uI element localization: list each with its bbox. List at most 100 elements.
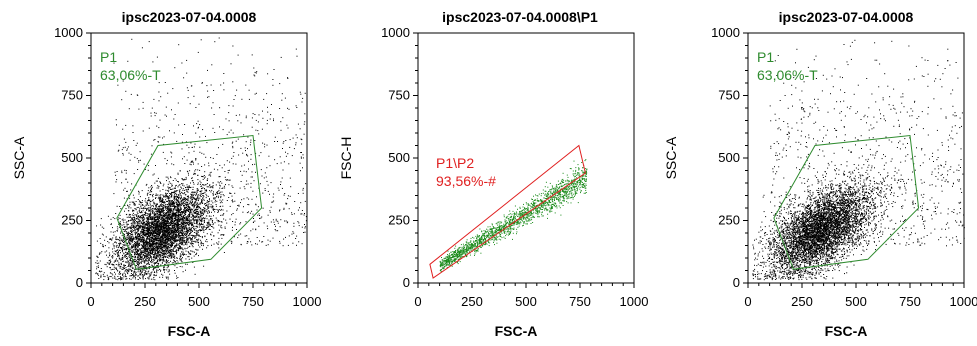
data-point <box>195 169 197 171</box>
data-point <box>175 201 177 203</box>
data-point <box>120 267 122 269</box>
data-point <box>180 217 182 219</box>
data-point <box>129 268 131 270</box>
data-point <box>183 210 185 212</box>
data-point <box>154 255 156 257</box>
data-point <box>151 260 153 261</box>
data-point <box>182 212 184 213</box>
data-point <box>158 228 160 230</box>
data-point <box>155 242 157 244</box>
data-point <box>174 265 176 267</box>
data-point <box>133 243 135 245</box>
data-point <box>145 240 147 242</box>
data-point <box>198 207 200 209</box>
data-point <box>161 211 163 213</box>
data-point <box>149 240 151 242</box>
data-point <box>169 201 171 203</box>
data-point <box>110 239 112 240</box>
data-point <box>174 270 175 271</box>
data-point <box>177 199 179 201</box>
data-point <box>151 205 153 207</box>
data-point <box>139 215 141 217</box>
data-point <box>168 238 169 240</box>
data-point <box>138 238 140 240</box>
data-point <box>140 239 142 241</box>
data-point <box>207 221 209 223</box>
data-point <box>192 211 194 213</box>
data-point <box>165 237 167 239</box>
data-point <box>145 271 147 273</box>
data-point <box>159 240 161 242</box>
data-point <box>143 218 145 220</box>
data-point <box>201 201 203 203</box>
data-point <box>141 256 143 258</box>
data-point <box>173 215 174 217</box>
data-point <box>201 242 203 244</box>
data-point <box>171 223 172 225</box>
data-point <box>202 228 204 230</box>
data-point <box>165 241 167 243</box>
data-point <box>134 241 135 243</box>
data-point <box>156 243 158 245</box>
data-point <box>179 241 181 243</box>
data-point <box>187 217 189 219</box>
data-point <box>131 245 133 247</box>
data-point <box>187 219 189 221</box>
data-point <box>194 235 196 237</box>
data-point <box>174 199 176 201</box>
data-point <box>148 258 150 260</box>
data-point <box>183 224 185 226</box>
data-point <box>138 243 140 245</box>
data-point <box>132 246 134 248</box>
data-point <box>130 219 132 221</box>
data-point <box>187 222 189 224</box>
data-point <box>218 247 220 249</box>
data-point <box>143 230 145 232</box>
data-point <box>138 253 140 255</box>
data-point <box>118 273 120 275</box>
data-point <box>180 259 182 261</box>
data-point <box>129 238 131 240</box>
data-point <box>140 256 142 258</box>
data-point <box>121 219 123 221</box>
data-point <box>144 262 146 264</box>
data-point <box>144 247 146 249</box>
data-point <box>160 200 162 202</box>
data-point <box>164 239 166 241</box>
data-point <box>190 202 192 204</box>
data-point <box>177 232 179 233</box>
data-point <box>117 263 119 265</box>
data-point <box>99 238 101 239</box>
data-point <box>168 214 170 216</box>
data-point <box>143 240 145 242</box>
data-point <box>142 222 144 224</box>
data-point <box>196 233 198 235</box>
data-point <box>178 210 180 212</box>
data-point <box>124 268 126 269</box>
data-point <box>178 225 180 227</box>
data-point <box>179 256 181 258</box>
data-point <box>140 252 142 253</box>
data-point <box>166 225 168 227</box>
data-point <box>100 242 102 244</box>
data-point <box>170 188 171 190</box>
data-point <box>208 225 210 227</box>
data-point <box>161 222 163 224</box>
data-point <box>168 207 170 209</box>
data-point <box>98 278 100 279</box>
data-point <box>197 179 199 181</box>
data-point <box>128 216 130 218</box>
data-point <box>145 198 147 200</box>
data-point <box>211 218 213 220</box>
data-point <box>131 254 132 256</box>
data-point <box>187 230 189 232</box>
data-point <box>123 224 125 226</box>
data-point <box>175 249 177 251</box>
data-point <box>220 224 222 226</box>
data-point <box>201 222 202 224</box>
data-point <box>173 227 174 229</box>
data-point <box>128 239 130 241</box>
data-point <box>210 206 212 208</box>
data-point <box>146 224 147 225</box>
data-point <box>178 236 180 238</box>
